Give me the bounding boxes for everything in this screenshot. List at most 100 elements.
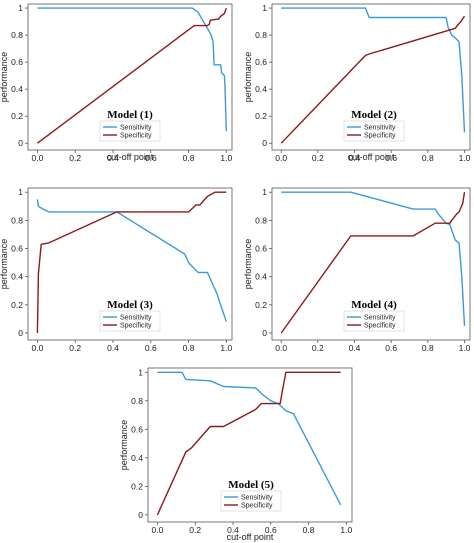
series-line-sensitivity <box>157 371 342 506</box>
x-tick-label: 1.0 <box>340 525 352 535</box>
legend-label-sensitivity: Sensitivity <box>241 495 273 502</box>
legend-label-specificity: Specificity <box>364 133 396 140</box>
y-tick-label: 1 <box>18 3 23 13</box>
x-tick-label: 1.0 <box>459 153 471 163</box>
x-tick-label: 0.0 <box>32 153 44 163</box>
y-tick-label: 0.6 <box>255 244 267 254</box>
y-tick-label: 0.6 <box>255 57 267 67</box>
x-tick-label: 0.0 <box>275 343 287 353</box>
legend-label-specificity: Specificity <box>241 503 273 510</box>
chart-panel-1: 0 0.2 0.4 0.6 0.8 1 0.0 0.2 0.4 0.6 0.8 1.0 performa… <box>0 3 233 163</box>
x-tick-label: 0.6 <box>385 343 397 353</box>
legend-box <box>99 310 161 332</box>
y-axis-title: performance <box>0 239 9 290</box>
legend-box <box>343 310 405 332</box>
x-tick-label: 1.0 <box>220 153 232 163</box>
x-tick-label: 0.6 <box>145 153 157 163</box>
x-tick-label: 0.2 <box>312 153 324 163</box>
series-line-sensitivity <box>37 7 227 132</box>
chart-panel-5: 0 0.2 0.4 0.6 0.8 1 0.0 0.2 0.4 0.6 0.8 1.0 performa… <box>119 367 353 542</box>
series-line-sensitivity <box>281 7 466 133</box>
y-tick-label: 0.8 <box>11 30 23 40</box>
y-tick-label: 0 <box>18 138 23 148</box>
y-tick-label: 0.4 <box>255 272 267 282</box>
y-tick-label: 0 <box>262 328 267 338</box>
chart-panel-3: 0 0.2 0.4 0.6 0.8 1 0.0 0.2 0.4 0.6 0.8 1.0 performa… <box>0 187 233 353</box>
x-axis-title: cut-off point <box>107 152 154 162</box>
x-tick-label: 0.4 <box>349 343 361 353</box>
y-axis-title: performance <box>243 52 253 103</box>
y-tick-label: 0.6 <box>131 424 143 434</box>
y-tick-label: 1 <box>18 187 23 197</box>
y-tick-label: 1 <box>262 187 267 197</box>
x-tick-label: 0.2 <box>69 343 81 353</box>
y-tick-label: 0.2 <box>11 300 23 310</box>
y-axis-title: performance <box>119 420 129 471</box>
y-tick-label: 0.4 <box>255 84 267 94</box>
x-tick-label: 0.0 <box>32 343 44 353</box>
plot-frame <box>27 187 233 341</box>
legend-box <box>343 120 405 142</box>
model-title: Model (1) <box>107 109 153 121</box>
series-line-specificity <box>36 7 227 144</box>
y-tick-label: 0.4 <box>11 272 23 282</box>
x-tick-label: 0.2 <box>312 343 324 353</box>
legend-box <box>99 120 161 142</box>
x-tick-label: 0.8 <box>422 153 434 163</box>
legend-label-sensitivity: Sensitivity <box>120 125 152 132</box>
y-tick-label: 0.2 <box>255 111 267 121</box>
legend-label-sensitivity: Sensitivity <box>364 315 396 322</box>
y-tick-label: 0.6 <box>11 57 23 67</box>
model-title: Model (5) <box>228 479 274 491</box>
y-tick-label: 0.4 <box>11 84 23 94</box>
y-tick-label: 0.8 <box>11 215 23 225</box>
x-tick-label: 0.4 <box>107 343 119 353</box>
model-title: Model (2) <box>351 109 397 121</box>
x-tick-label: 0.2 <box>189 525 201 535</box>
series-line-specificity <box>36 191 227 334</box>
x-tick-label: 0.8 <box>183 153 195 163</box>
y-tick-label: 0.8 <box>131 396 143 406</box>
y-axis-title: performance <box>0 52 9 103</box>
model-title: Model (4) <box>351 299 397 311</box>
x-tick-label: 0.8 <box>303 525 315 535</box>
x-axis-title: cut-off point <box>348 152 395 162</box>
y-tick-label: 0 <box>138 510 143 520</box>
y-tick-label: 0.2 <box>131 481 143 491</box>
series-line-specificity <box>280 15 466 144</box>
plot-frame <box>271 187 471 341</box>
y-axis-title: performance <box>243 239 253 290</box>
series-line-specificity <box>280 192 466 334</box>
y-tick-label: 0.8 <box>255 215 267 225</box>
y-tick-label: 0 <box>18 328 23 338</box>
plot-frame <box>27 3 233 151</box>
series-line-specificity <box>156 371 341 516</box>
x-tick-label: 0.4 <box>107 153 119 163</box>
x-tick-label: 0.4 <box>227 525 239 535</box>
y-tick-label: 1 <box>262 3 267 13</box>
x-axis-title: cut-off point <box>227 532 274 542</box>
x-tick-label: 1.0 <box>220 343 232 353</box>
x-tick-label: 0.6 <box>385 153 397 163</box>
x-tick-label: 0.4 <box>349 153 361 163</box>
y-tick-label: 0.4 <box>131 453 143 463</box>
plot-frame <box>147 367 353 523</box>
x-tick-label: 0.6 <box>145 343 157 353</box>
x-tick-label: 0.2 <box>69 153 81 163</box>
chart-panel-4: 0 0.2 0.4 0.6 0.8 1 0.0 0.2 0.4 0.6 0.8 1.0 performa… <box>243 187 471 353</box>
legend-label-sensitivity: Sensitivity <box>364 125 396 132</box>
x-tick-label: 1.0 <box>459 343 471 353</box>
x-tick-label: 0.8 <box>422 343 434 353</box>
y-tick-label: 0.2 <box>11 111 23 121</box>
legend-label-sensitivity: Sensitivity <box>120 315 152 322</box>
y-tick-label: 0.8 <box>255 30 267 40</box>
chart-panel-2: 0 0.2 0.4 0.6 0.8 1 0.0 0.2 0.4 0.6 0.8 1.0 performa… <box>243 3 471 163</box>
y-tick-label: 0.2 <box>255 300 267 310</box>
legend-label-specificity: Specificity <box>364 323 396 330</box>
